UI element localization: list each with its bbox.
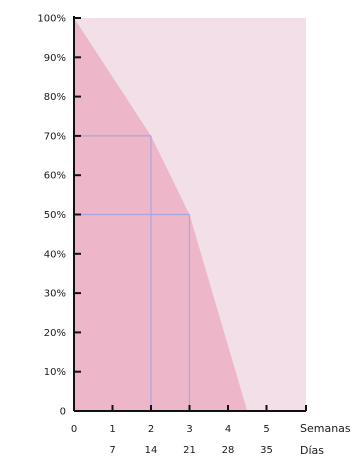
y-tick-label: 70% xyxy=(44,131,66,142)
x-axis-label-weeks: Semanas xyxy=(300,422,351,435)
y-tick-label: 20% xyxy=(44,328,66,339)
x-tick-label-days: 35 xyxy=(260,445,273,456)
y-tick-label: 100% xyxy=(37,14,66,25)
guide-lines xyxy=(74,135,191,411)
y-tick-label: 30% xyxy=(44,289,66,300)
y-axis-ticks: 0 10% 20% 30% 40% 50% 60% 70% 80% 90% 100% xyxy=(37,14,81,418)
x-tick-label-days: 21 xyxy=(183,445,196,456)
x-tick-label-weeks: 5 xyxy=(263,424,269,435)
y-tick-label: 10% xyxy=(44,367,66,378)
y-tick-label: 50% xyxy=(44,210,66,221)
x-tick-label-weeks: 2 xyxy=(148,424,154,435)
x-tick-label-days: 28 xyxy=(222,445,235,456)
x-tick-label-days: 7 xyxy=(109,445,115,456)
x-tick-label-weeks: 1 xyxy=(109,424,115,435)
y-tick-label: 60% xyxy=(44,171,66,182)
x-tick-label-days: 14 xyxy=(145,445,158,456)
y-tick-label: 90% xyxy=(44,53,66,64)
x-tick-label-weeks: 4 xyxy=(225,424,231,435)
x-axis-label-days: Días xyxy=(300,444,324,457)
y-tick-label: 80% xyxy=(44,92,66,103)
y-tick-label: 0 xyxy=(60,407,66,418)
x-tick-label-weeks: 3 xyxy=(186,424,192,435)
x-tick-label-weeks: 0 xyxy=(71,424,77,435)
y-tick-label: 40% xyxy=(44,249,66,260)
